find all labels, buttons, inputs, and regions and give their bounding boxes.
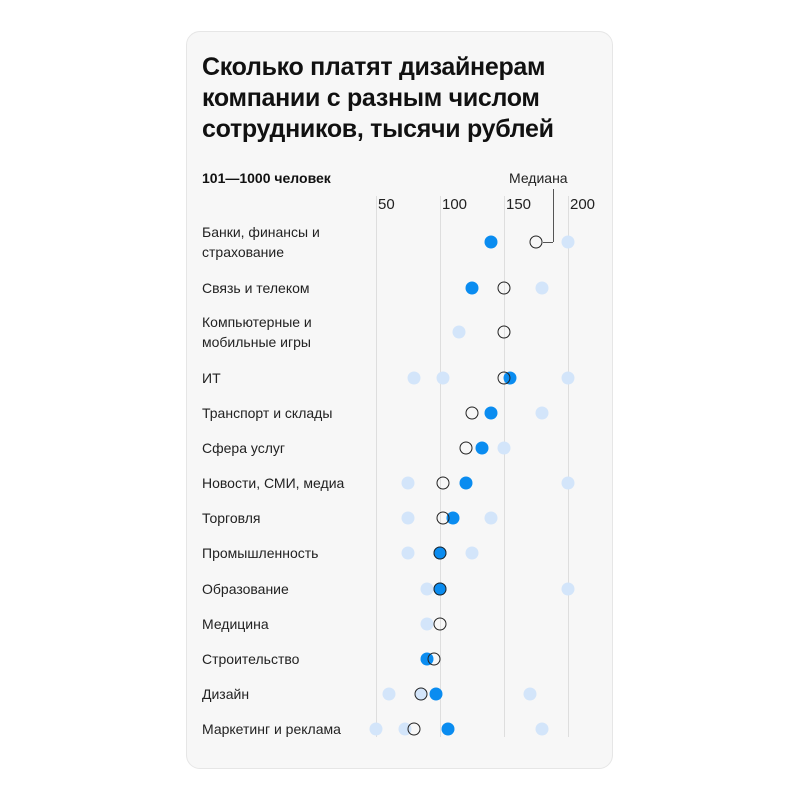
- category-label: Транспорт и склады: [202, 405, 333, 421]
- salary-dot: [475, 441, 489, 455]
- other-size-dot: [382, 687, 396, 701]
- category-label: Строительство: [202, 651, 300, 667]
- other-size-dot: [484, 511, 498, 525]
- median-marker: [436, 511, 450, 525]
- median-marker: [427, 652, 441, 666]
- other-size-dot: [420, 617, 434, 631]
- median-annotation-connector: [543, 242, 553, 243]
- category-label: Новости, СМИ, медиа: [202, 475, 345, 491]
- category-label: Сфера услуг: [202, 440, 285, 456]
- median-marker: [433, 617, 447, 631]
- salary-dot: [465, 281, 479, 295]
- gridline: [376, 196, 377, 737]
- category-label: ИТ: [202, 370, 221, 386]
- other-size-dot: [523, 687, 537, 701]
- median-marker: [433, 546, 447, 560]
- other-size-dot: [401, 546, 415, 560]
- median-marker: [497, 281, 511, 295]
- median-marker: [459, 441, 473, 455]
- salary-dot: [429, 687, 443, 701]
- x-tick-label: 200: [570, 196, 596, 213]
- other-size-dot: [401, 476, 415, 490]
- salary-dot: [484, 235, 498, 249]
- chart-subtitle: 101—1000 человек: [202, 170, 331, 186]
- category-label: Торговля: [202, 510, 261, 526]
- median-marker: [465, 406, 479, 420]
- category-label: Медицина: [202, 616, 269, 632]
- gridline: [440, 196, 441, 737]
- median-marker: [497, 371, 511, 385]
- median-annotation-line: [553, 189, 554, 242]
- median-legend-label: Медиана: [509, 170, 568, 186]
- category-label: Образование: [202, 581, 289, 597]
- median-marker: [433, 582, 447, 596]
- salary-dot: [459, 476, 473, 490]
- other-size-dot: [535, 722, 549, 736]
- other-size-dot: [407, 371, 421, 385]
- salary-dot: [441, 722, 455, 736]
- median-marker: [407, 722, 421, 736]
- category-label: Дизайн: [202, 686, 250, 702]
- salary-dot: [484, 406, 498, 420]
- x-tick-label: 100: [442, 196, 468, 213]
- gridline: [568, 196, 569, 737]
- x-tick-label: 150: [506, 196, 532, 213]
- category-label: Промышленность: [202, 545, 319, 561]
- other-size-dot: [535, 406, 549, 420]
- other-size-dot: [561, 371, 575, 385]
- other-size-dot: [535, 281, 549, 295]
- other-size-dot: [401, 511, 415, 525]
- category-label: Маркетинг и реклама: [202, 721, 341, 737]
- other-size-dot: [436, 371, 450, 385]
- other-size-dot: [369, 722, 383, 736]
- other-size-dot: [420, 582, 434, 596]
- median-marker: [436, 476, 450, 490]
- other-size-dot: [465, 546, 479, 560]
- median-marker: [414, 687, 428, 701]
- salary-dot: [446, 511, 460, 525]
- category-label: Связь и телеком: [202, 280, 310, 296]
- other-size-dot: [561, 582, 575, 596]
- chart-card: [186, 31, 613, 769]
- category-label: Банки, финансы и страхование: [202, 224, 320, 260]
- other-size-dot: [497, 441, 511, 455]
- gridline: [504, 196, 505, 737]
- other-size-dot: [561, 476, 575, 490]
- x-tick-label: 50: [378, 196, 395, 213]
- chart-title: Сколько платят дизайнерам компании с раз…: [202, 53, 554, 143]
- other-size-dot: [561, 235, 575, 249]
- category-label: Компьютерные и мобильные игры: [202, 314, 312, 350]
- other-size-dot: [452, 325, 466, 339]
- median-marker: [529, 235, 543, 249]
- median-marker: [497, 325, 511, 339]
